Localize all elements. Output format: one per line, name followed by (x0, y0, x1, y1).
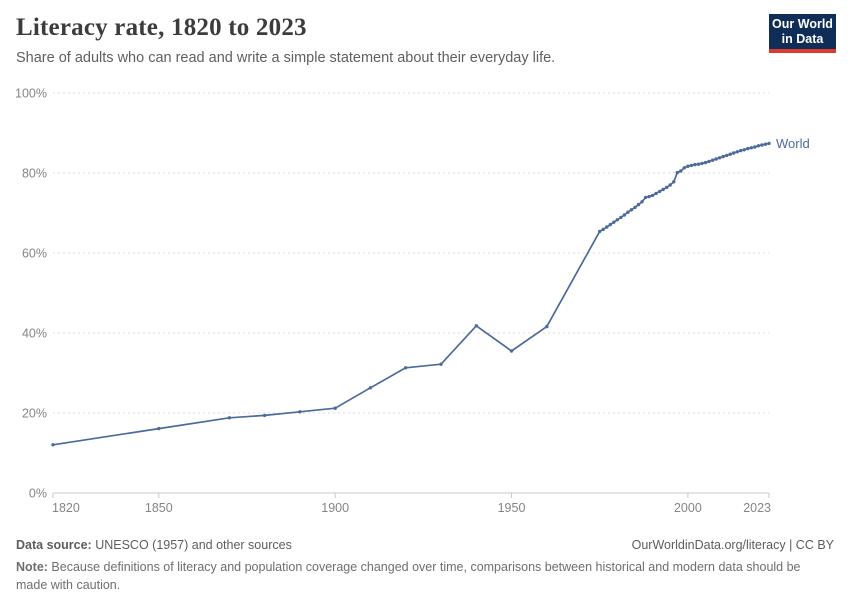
x-tick-label-1900: 1900 (321, 501, 349, 515)
data-point[interactable] (262, 413, 267, 418)
data-point[interactable] (675, 170, 679, 175)
data-point[interactable] (725, 153, 729, 158)
data-point[interactable] (689, 163, 694, 168)
data-point[interactable] (746, 146, 750, 151)
data-point[interactable] (51, 443, 55, 447)
data-point[interactable] (703, 160, 708, 165)
data-source-text: UNESCO (1957) and other sources (91, 538, 292, 552)
data-point[interactable] (615, 218, 619, 222)
data-point[interactable] (333, 406, 337, 410)
x-tick-label-1850: 1850 (145, 501, 173, 515)
x-tick-label-2023: 2023 (743, 501, 771, 515)
source-row: Data source: UNESCO (1957) and other sou… (16, 536, 834, 554)
data-point[interactable] (601, 227, 605, 232)
chart-header: Literacy rate, 1820 to 2023 Share of adu… (0, 0, 850, 80)
data-point[interactable] (693, 162, 697, 167)
data-point[interactable] (633, 205, 637, 210)
note-label: Note: (16, 560, 48, 575)
data-point[interactable] (619, 215, 623, 220)
chart-subtitle: Share of adults who can read and write a… (16, 49, 556, 66)
data-point[interactable] (298, 410, 302, 414)
y-tick-label-0: 0% (29, 487, 47, 501)
y-tick-label-100: 100% (15, 87, 47, 101)
data-point[interactable] (404, 366, 408, 370)
attribution-link[interactable]: OurWorldinData.org/literacy | CC BY (631, 538, 834, 552)
chart-titles: Literacy rate, 1820 to 2023 Share of adu… (16, 14, 555, 67)
data-point[interactable] (474, 324, 478, 328)
data-point[interactable] (767, 141, 771, 146)
data-point[interactable] (658, 189, 662, 194)
y-tick-label-80: 80% (22, 167, 47, 181)
data-point[interactable] (665, 185, 669, 190)
note-text: Because definitions of literacy and popu… (16, 560, 801, 593)
data-point[interactable] (710, 158, 715, 162)
data-point[interactable] (643, 195, 648, 200)
data-point[interactable] (707, 159, 711, 164)
y-tick-label-40: 40% (22, 327, 47, 341)
line-chart[interactable]: 0% 20% 40% 60% 80% 100% 1820 1850 1900 1950 2000 20… (0, 80, 850, 525)
owid-logo[interactable]: Our World in Data (769, 14, 836, 53)
data-point[interactable] (622, 213, 627, 217)
owid-logo-line2: in Data (781, 32, 824, 46)
data-point[interactable] (739, 148, 743, 153)
data-point[interactable] (763, 142, 768, 146)
x-tick-label-1820: 1820 (52, 501, 80, 515)
owid-logo-line1: Our World (772, 17, 833, 31)
y-tick-label-20: 20% (22, 407, 47, 421)
owid-logo-text: Our World in Data (769, 14, 836, 49)
data-point[interactable] (721, 154, 725, 159)
data-point[interactable] (227, 416, 232, 420)
data-point[interactable] (654, 191, 658, 196)
data-point[interactable] (686, 164, 690, 168)
data-point[interactable] (717, 156, 722, 160)
data-point[interactable] (647, 194, 651, 199)
data-point[interactable] (682, 166, 686, 170)
data-point[interactable] (598, 229, 602, 234)
data-point[interactable] (368, 386, 373, 390)
data-point[interactable] (636, 202, 641, 207)
data-point[interactable] (650, 193, 655, 198)
x-tick-label-1950: 1950 (498, 501, 526, 515)
data-point[interactable] (749, 146, 754, 150)
data-point[interactable] (509, 349, 514, 353)
chart-note: Note: Because definitions of literacy an… (16, 558, 834, 594)
data-point[interactable] (732, 151, 736, 155)
data-point[interactable] (742, 148, 746, 152)
data-point[interactable] (612, 220, 616, 224)
data-source: Data source: UNESCO (1957) and other sou… (16, 536, 292, 554)
data-point[interactable] (672, 180, 676, 184)
chart-area: 0% 20% 40% 60% 80% 100% 1820 1850 1900 1950 2000 20… (0, 80, 850, 530)
data-point[interactable] (661, 187, 665, 192)
data-point[interactable] (756, 144, 761, 148)
data-point[interactable] (735, 150, 739, 154)
chart-footer: Data source: UNESCO (1957) and other sou… (0, 530, 850, 594)
x-tick-label-2000: 2000 (674, 501, 702, 515)
data-point[interactable] (696, 162, 701, 166)
data-point[interactable] (608, 222, 612, 227)
series-line-world[interactable] (52, 142, 770, 446)
y-tick-label-60: 60% (22, 247, 47, 261)
data-point[interactable] (714, 157, 718, 161)
data-point[interactable] (640, 200, 644, 204)
data-point[interactable] (605, 225, 609, 229)
data-point[interactable] (629, 208, 634, 212)
data-point[interactable] (626, 210, 630, 214)
page-title: Literacy rate, 1820 to 2023 (16, 14, 307, 41)
data-point[interactable] (760, 143, 764, 147)
data-point[interactable] (668, 183, 672, 187)
data-point[interactable] (679, 169, 683, 173)
series-end-label-world[interactable]: World (776, 136, 810, 151)
data-point[interactable] (700, 161, 704, 166)
owid-logo-red-bar (769, 49, 836, 53)
data-point[interactable] (439, 362, 443, 366)
data-point[interactable] (157, 426, 161, 431)
data-point[interactable] (545, 324, 549, 329)
data-point[interactable] (753, 145, 757, 149)
data-source-label: Data source: (16, 538, 92, 552)
data-point[interactable] (728, 152, 732, 156)
